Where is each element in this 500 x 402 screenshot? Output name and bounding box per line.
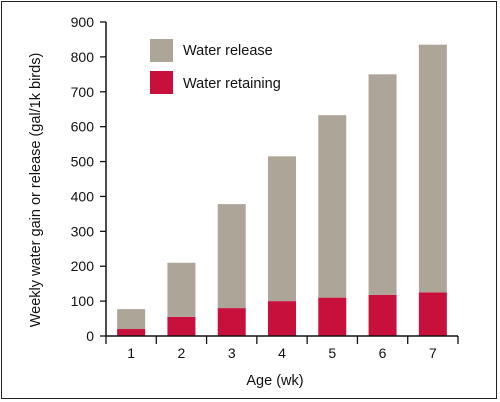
- bar-water-retaining-5: [318, 297, 347, 336]
- legend-label-water-retaining: Water retaining: [183, 76, 281, 92]
- bar-water-release-4: [268, 156, 296, 302]
- x-tick-label-1: 1: [127, 345, 135, 361]
- y-tick-label-400: 400: [71, 188, 95, 204]
- bar-water-release-6: [368, 74, 397, 295]
- y-tick-label-700: 700: [71, 84, 95, 100]
- y-tick-label-300: 300: [71, 223, 95, 239]
- bar-water-retaining-2: [167, 316, 196, 336]
- y-tick-label-200: 200: [71, 258, 95, 274]
- bar-water-retaining-6: [368, 294, 397, 336]
- legend-label-water-release: Water release: [183, 43, 273, 59]
- y-tick-label-0: 0: [86, 328, 94, 344]
- x-tick-label-7: 7: [429, 345, 437, 361]
- x-tick-label-3: 3: [228, 345, 236, 361]
- legend: Water release Water retaining: [150, 39, 281, 94]
- bar-water-release-1: [117, 309, 146, 330]
- y-tick-label-800: 800: [71, 49, 95, 65]
- x-tick-label-4: 4: [278, 345, 286, 361]
- axes-layer: [105, 22, 458, 337]
- y-tick-label-600: 600: [71, 119, 95, 135]
- bar-water-retaining-3: [217, 308, 246, 336]
- x-tick-label-6: 6: [379, 345, 387, 361]
- x-axis-title: Age (wk): [246, 373, 303, 389]
- bar-water-retaining-4: [268, 301, 296, 336]
- y-tick-label-900: 900: [71, 14, 95, 30]
- y-tick-label-500: 500: [71, 154, 95, 170]
- legend-swatch-water-release: [150, 39, 173, 62]
- y-axis-title: Weekly water gain or release (gal/1k bir…: [28, 53, 44, 328]
- x-ticks: 1 2 3 4 5 6 7: [105, 336, 459, 361]
- bar-water-release-2: [167, 262, 196, 317]
- bars-layer: [117, 44, 447, 336]
- x-tick-label-2: 2: [178, 345, 186, 361]
- y-ticks: 0 100 200 300 400 500 600 700 800 900: [71, 14, 106, 344]
- x-tick-label-5: 5: [328, 345, 336, 361]
- bar-water-release-7: [418, 44, 447, 293]
- bar-water-retaining-1: [117, 329, 146, 336]
- legend-swatch-water-retaining: [150, 71, 173, 94]
- bar-water-release-3: [217, 204, 246, 309]
- bar-water-release-5: [318, 115, 347, 298]
- bar-water-retaining-7: [418, 292, 447, 336]
- y-tick-label-100: 100: [71, 293, 95, 309]
